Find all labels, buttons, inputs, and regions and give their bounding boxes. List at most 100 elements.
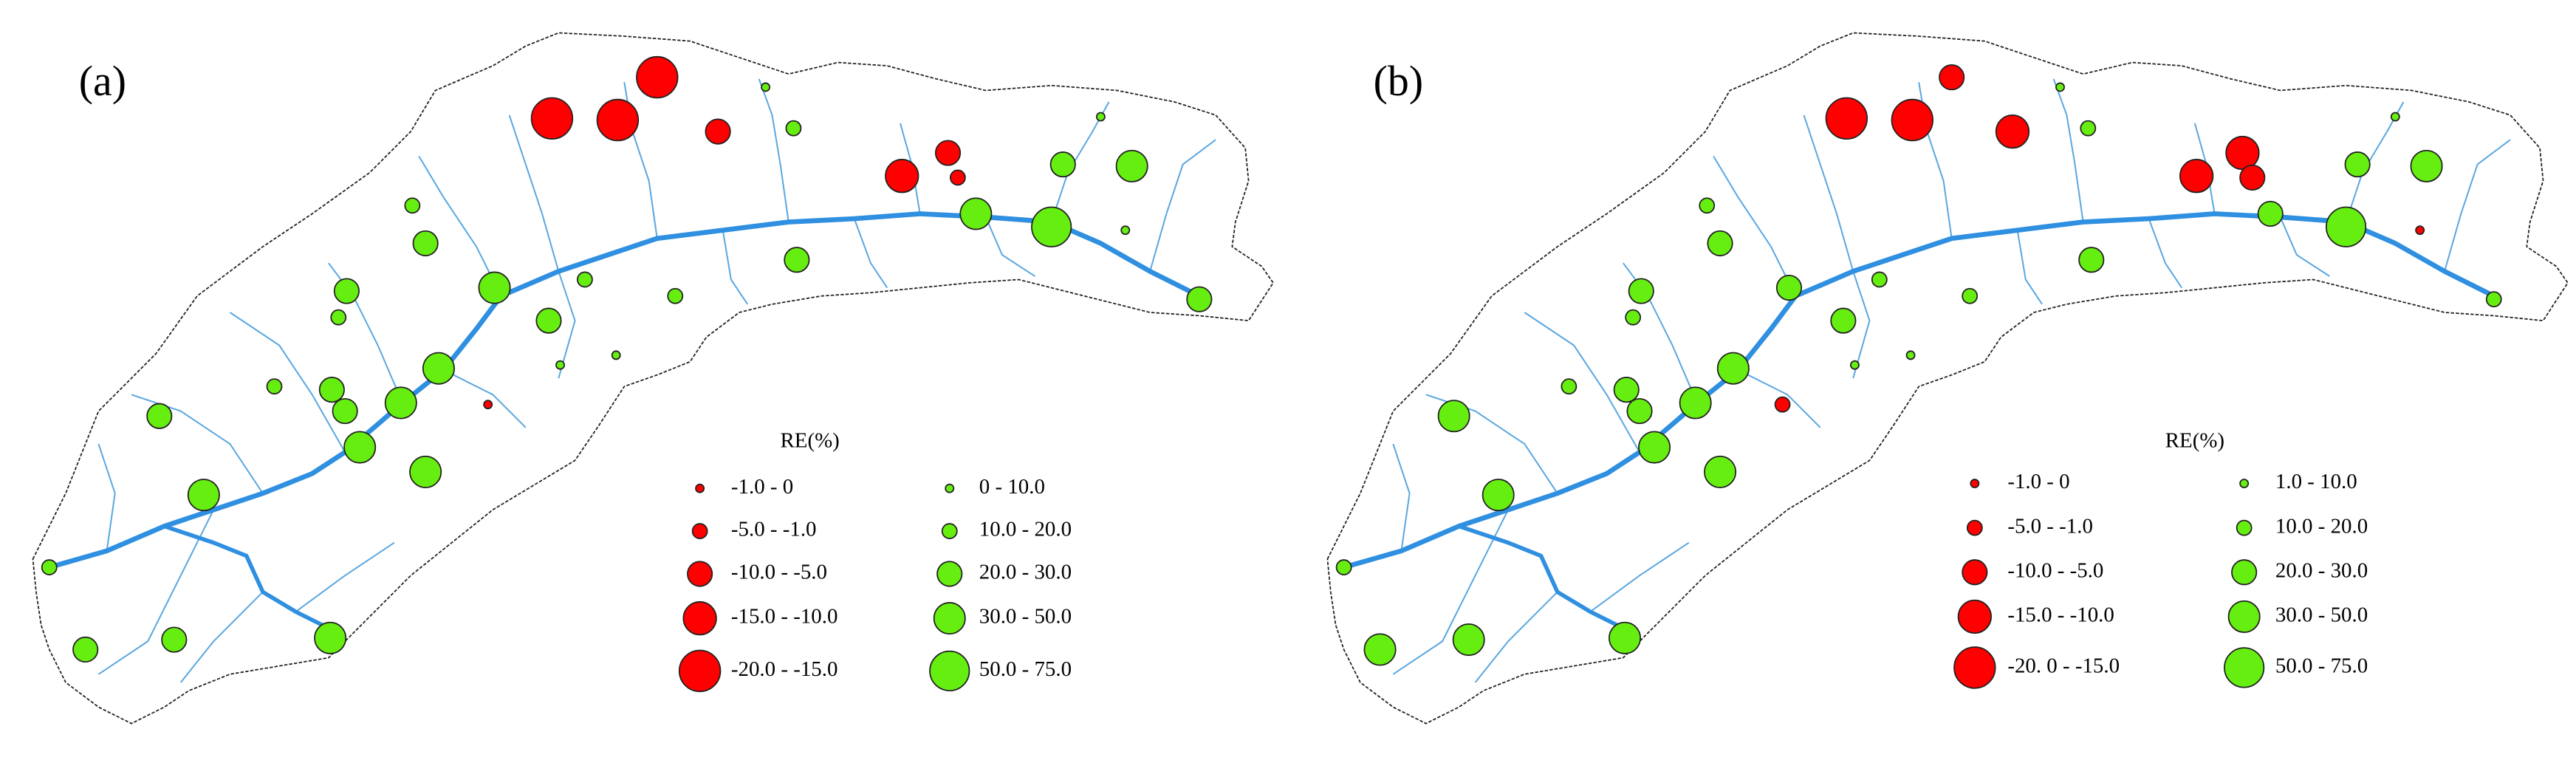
station	[318, 377, 345, 403]
tributary	[2444, 139, 2511, 272]
station	[1452, 623, 1485, 657]
legend-label: -1.0 - 0	[731, 475, 793, 499]
station	[1115, 149, 1148, 182]
station	[1031, 206, 1072, 247]
legend-marker	[2224, 647, 2265, 688]
station	[1625, 309, 1642, 326]
legend-label: 20.0 - 30.0	[2275, 558, 2368, 582]
tributary	[1852, 271, 1871, 379]
panel-label: (b)	[1374, 57, 1423, 105]
tributary	[229, 312, 346, 453]
station	[332, 397, 358, 425]
station	[1704, 455, 1737, 488]
tributary	[131, 394, 264, 494]
legend-marker	[1962, 559, 1988, 586]
station	[1775, 275, 1803, 301]
station	[596, 98, 640, 142]
station	[1608, 621, 1642, 654]
station	[2080, 120, 2097, 137]
tributary	[1738, 369, 1821, 428]
tributary	[1474, 591, 1558, 683]
tributary	[722, 230, 748, 305]
legend-marker	[945, 483, 955, 493]
station	[1825, 97, 1868, 140]
station	[409, 455, 442, 488]
station	[314, 621, 347, 654]
station	[1830, 307, 1857, 334]
station	[1905, 350, 1916, 360]
main-river	[48, 211, 1201, 570]
station	[1679, 386, 1712, 420]
station	[1939, 64, 1965, 91]
station	[1363, 633, 1397, 666]
station	[1481, 479, 1515, 512]
river-branch	[163, 524, 330, 630]
station	[577, 271, 593, 288]
station	[161, 626, 188, 653]
station	[2325, 206, 2367, 247]
legend-label: -15.0 - -10.0	[2007, 603, 2114, 626]
legend-label: 10.0 - 20.0	[979, 518, 1072, 541]
legend-marker	[1957, 599, 1992, 634]
tributary	[1713, 155, 1797, 297]
station	[1437, 400, 1470, 433]
legend-label: -20.0 - -15.0	[731, 657, 838, 681]
legend-label: 10.0 - 20.0	[2275, 514, 2368, 538]
legend-marker	[2231, 559, 2258, 586]
tributary	[558, 271, 576, 379]
tributary	[2148, 218, 2182, 289]
station	[478, 271, 511, 304]
station	[333, 278, 360, 304]
station	[1120, 225, 1131, 236]
station	[1095, 112, 1106, 122]
station	[2390, 112, 2400, 122]
station	[1699, 197, 1716, 214]
legend-label: 0 - 10.0	[979, 475, 1045, 499]
station	[959, 197, 993, 230]
station	[1049, 151, 1076, 178]
station	[2078, 247, 2105, 273]
station	[2257, 200, 2284, 227]
station	[1849, 360, 1860, 370]
legend-label: -10.0 - -5.0	[2007, 558, 2103, 582]
legend-label: -5.0 - -1.0	[731, 518, 817, 541]
tributary	[984, 216, 1035, 277]
station	[41, 559, 58, 575]
map-panel	[1326, 32, 2569, 725]
tributary	[97, 443, 116, 551]
legend-marker	[687, 561, 713, 587]
station	[934, 140, 962, 166]
legend-label: 30.0 - 50.0	[2275, 603, 2368, 626]
legend-marker	[695, 483, 705, 493]
tributary	[2052, 78, 2084, 222]
tributary	[1149, 139, 1216, 272]
station	[2225, 135, 2260, 171]
station	[1962, 287, 1979, 304]
station	[422, 352, 455, 385]
station	[1613, 377, 1640, 403]
legend-marker	[682, 601, 717, 636]
station	[330, 309, 347, 326]
station	[761, 82, 771, 92]
legend-marker	[1966, 519, 1983, 536]
tributary	[1392, 509, 1509, 675]
legend-label: 50.0 - 75.0	[979, 657, 1072, 681]
river-branch	[1458, 524, 1625, 630]
station	[2410, 149, 2443, 182]
station	[1628, 278, 1654, 304]
station	[667, 287, 684, 304]
legend-marker	[1953, 646, 1996, 689]
legend-label: -5.0 - -1.0	[2007, 514, 2093, 538]
basin-boundary	[1326, 32, 2569, 725]
tributary	[2279, 216, 2330, 277]
station	[412, 230, 439, 257]
station	[384, 386, 417, 420]
station	[535, 307, 562, 334]
tributary	[295, 541, 395, 612]
legend-label: 30.0 - 50.0	[979, 605, 1072, 629]
tributary	[1392, 443, 1411, 551]
station	[187, 479, 220, 512]
legend-label: -10.0 - -5.0	[731, 561, 827, 584]
legend-title: RE(%)	[2165, 429, 2224, 453]
station	[885, 159, 919, 194]
